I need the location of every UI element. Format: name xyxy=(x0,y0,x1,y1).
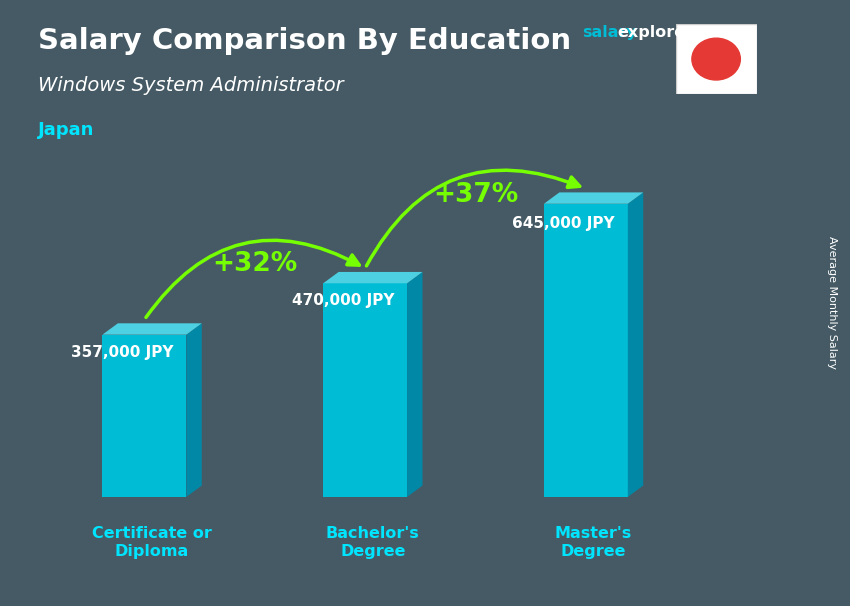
Polygon shape xyxy=(628,192,643,497)
Text: +32%: +32% xyxy=(212,251,298,277)
Text: Japan: Japan xyxy=(38,121,94,139)
Polygon shape xyxy=(407,272,422,497)
Polygon shape xyxy=(186,324,201,497)
FancyBboxPatch shape xyxy=(676,24,756,94)
Polygon shape xyxy=(103,324,201,335)
Text: Average Monthly Salary: Average Monthly Salary xyxy=(827,236,837,370)
Text: Bachelor's
Degree: Bachelor's Degree xyxy=(326,527,420,559)
Polygon shape xyxy=(103,335,186,497)
Polygon shape xyxy=(323,284,407,497)
Text: Master's
Degree: Master's Degree xyxy=(555,527,632,559)
Text: Certificate or
Diploma: Certificate or Diploma xyxy=(92,527,212,559)
Text: explorer.com: explorer.com xyxy=(617,25,734,41)
Text: 645,000 JPY: 645,000 JPY xyxy=(513,216,615,231)
Text: 470,000 JPY: 470,000 JPY xyxy=(292,293,394,308)
Polygon shape xyxy=(323,272,422,284)
Text: Windows System Administrator: Windows System Administrator xyxy=(38,76,344,95)
Text: +37%: +37% xyxy=(433,182,518,208)
Polygon shape xyxy=(544,192,643,204)
Text: Salary Comparison By Education: Salary Comparison By Education xyxy=(38,27,571,55)
Text: salary: salary xyxy=(582,25,638,41)
Polygon shape xyxy=(544,204,628,497)
Circle shape xyxy=(692,38,740,80)
Text: 357,000 JPY: 357,000 JPY xyxy=(71,345,173,359)
